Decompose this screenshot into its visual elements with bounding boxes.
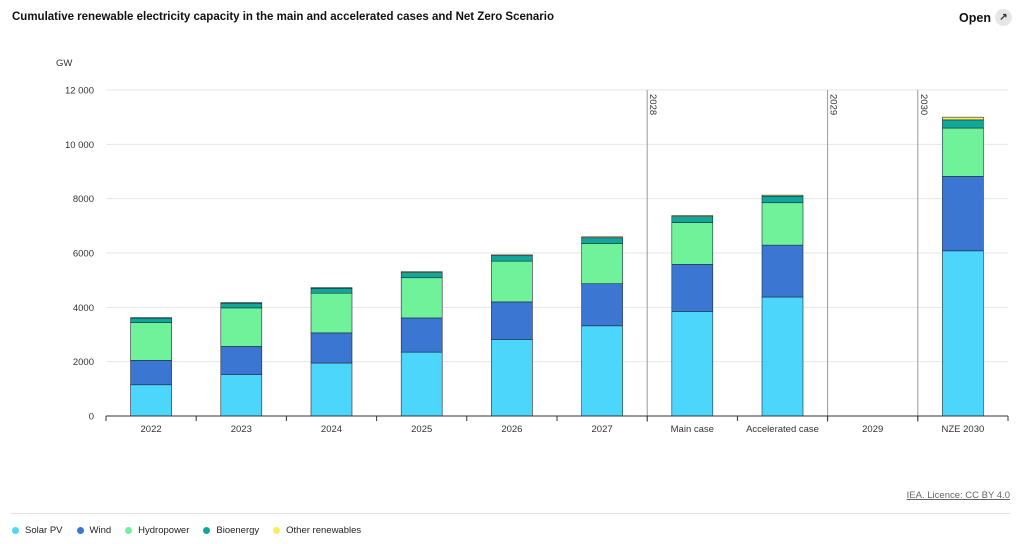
x-tick-label: 2025 xyxy=(411,424,432,435)
x-tick-label: 2022 xyxy=(141,424,162,435)
expand-arrow-icon: ↗ xyxy=(995,9,1012,26)
bar-hydro-6 xyxy=(671,222,714,265)
y-tick-label: 10 000 xyxy=(65,140,94,151)
open-button[interactable]: Open ↗ xyxy=(959,9,1012,26)
group-label: 2030 xyxy=(918,94,929,115)
legend-item-wind[interactable]: Wind xyxy=(76,525,112,536)
bar-solar-4 xyxy=(491,339,533,417)
bar-bio-0 xyxy=(130,317,172,323)
bar-solar-5 xyxy=(581,325,623,417)
bar-solar-7 xyxy=(761,296,804,417)
bar-other-7 xyxy=(761,194,804,197)
y-tick-label: 12 000 xyxy=(65,86,94,97)
legend-item-other[interactable]: Other renewables xyxy=(273,525,361,536)
bar-wind-3 xyxy=(400,317,443,353)
x-tick-label: Accelerated case xyxy=(746,424,819,435)
x-axis: 2022 2023 2024 2025 2026 2027 Main case Acceler… xyxy=(105,415,1009,435)
x-tick-label: 2029 xyxy=(862,424,883,435)
group-dividers: 2028 2029 2030 xyxy=(646,90,929,422)
bar-wind-1 xyxy=(220,346,263,375)
bar-hydro-1 xyxy=(220,307,263,347)
licence-link[interactable]: IEA. Licence: CC BY 4.0 xyxy=(906,490,1010,501)
bar-bio-9 xyxy=(942,119,984,129)
x-tick-label: 2023 xyxy=(231,424,252,435)
bars xyxy=(130,116,984,417)
y-tick-label: 8000 xyxy=(73,194,94,205)
bar-bio-6 xyxy=(671,216,714,223)
x-tick-label: 2026 xyxy=(501,424,522,435)
bar-bio-2 xyxy=(310,288,353,294)
bar-bio-4 xyxy=(491,255,533,262)
y-tick-label: 2000 xyxy=(73,357,94,368)
open-label: Open xyxy=(959,10,991,25)
legend-label: Wind xyxy=(89,525,112,536)
bar-other-4 xyxy=(491,254,533,257)
bar-hydro-9 xyxy=(942,127,984,177)
y-axis-unit: GW xyxy=(56,58,73,69)
group-label: 2029 xyxy=(828,94,839,115)
bar-other-2 xyxy=(310,287,353,289)
bar-solar-2 xyxy=(310,362,353,417)
grid-lines xyxy=(106,89,1008,363)
bar-wind-7 xyxy=(761,244,804,298)
chart-title: Cumulative renewable electricity capacit… xyxy=(12,11,554,23)
legend-label: Hydropower xyxy=(138,525,190,536)
bar-other-3 xyxy=(400,271,443,273)
bar-hydro-0 xyxy=(130,322,172,361)
bar-hydro-7 xyxy=(761,202,804,246)
bar-hydro-3 xyxy=(400,277,443,319)
bar-wind-5 xyxy=(581,283,623,327)
legend-separator xyxy=(10,513,1010,514)
bar-bio-7 xyxy=(761,195,804,204)
bar-wind-9 xyxy=(942,176,984,252)
bar-bio-5 xyxy=(581,237,623,244)
legend-item-bio[interactable]: Bioenergy xyxy=(203,525,259,536)
legend-swatch xyxy=(125,527,133,534)
bar-bio-3 xyxy=(400,272,443,279)
bar-solar-9 xyxy=(942,250,984,417)
bar-hydro-2 xyxy=(310,292,353,334)
bar-solar-0 xyxy=(130,384,172,417)
legend-item-solar[interactable]: Solar PV xyxy=(12,525,63,536)
bar-solar-1 xyxy=(220,374,263,417)
bar-wind-4 xyxy=(491,301,533,340)
bar-wind-6 xyxy=(671,264,714,312)
bar-hydro-4 xyxy=(491,260,533,303)
x-tick-label: 2024 xyxy=(321,424,342,435)
legend-swatch xyxy=(76,527,84,534)
bar-other-5 xyxy=(581,236,623,239)
y-tick-label: 6000 xyxy=(73,249,94,260)
bar-other-1 xyxy=(220,302,263,304)
bar-bio-1 xyxy=(220,302,263,309)
bar-other-9 xyxy=(942,116,984,121)
y-tick-labels: 0 2000 4000 6000 8000 10 000 12 000 xyxy=(65,86,94,423)
legend-label: Bioenergy xyxy=(216,525,260,536)
legend-item-hydro[interactable]: Hydropower xyxy=(125,525,189,536)
bar-solar-6 xyxy=(671,311,714,417)
bar-hydro-5 xyxy=(581,243,623,284)
legend-swatch xyxy=(203,527,211,534)
legend-label: Other renewables xyxy=(286,525,362,536)
legend: Solar PV Wind Hydropower Bioenergy Other ren… xyxy=(12,525,361,536)
legend-label: Solar PV xyxy=(25,525,63,536)
legend-swatch xyxy=(273,527,281,534)
bar-wind-2 xyxy=(310,332,353,364)
x-tick-label: 2027 xyxy=(592,424,613,435)
y-tick-label: 4000 xyxy=(73,303,94,314)
bar-other-6 xyxy=(671,215,714,217)
bar-wind-0 xyxy=(130,360,172,386)
x-tick-label: NZE 2030 xyxy=(942,424,985,435)
legend-swatch xyxy=(12,527,19,534)
group-label: 2028 xyxy=(647,94,658,115)
bar-other-0 xyxy=(130,317,172,319)
x-tick-label: Main case xyxy=(671,424,714,435)
bar-solar-3 xyxy=(400,351,443,417)
y-tick-label: 0 xyxy=(89,412,94,423)
